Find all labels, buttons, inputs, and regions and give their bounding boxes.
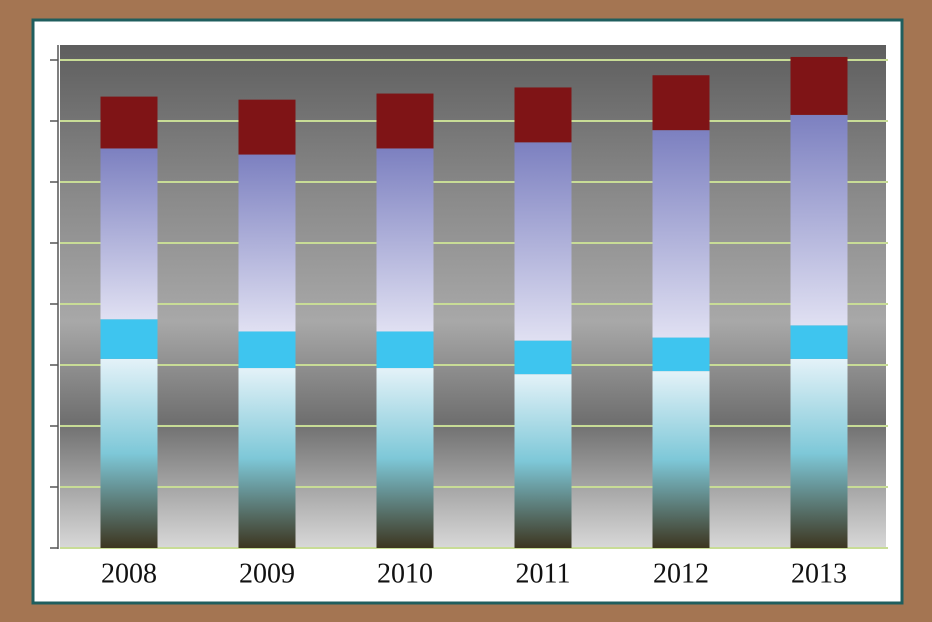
bar-segment xyxy=(514,340,572,375)
x-tick-label: 2013 xyxy=(791,558,847,589)
x-tick-label: 2012 xyxy=(653,558,709,589)
bar-segment xyxy=(238,99,296,155)
bar-segment xyxy=(652,75,710,131)
bar-segment xyxy=(514,374,572,548)
bar-segment xyxy=(652,130,710,338)
bar-segment xyxy=(100,148,158,320)
bar-segment xyxy=(376,148,434,332)
bar-segment xyxy=(376,331,434,369)
bar-segment xyxy=(376,93,434,149)
bar-segment xyxy=(238,154,296,332)
x-tick-label: 2011 xyxy=(516,558,571,589)
x-tick-label: 2010 xyxy=(377,558,433,589)
bar-segment xyxy=(790,325,848,359)
bar-segment xyxy=(514,87,572,143)
bar-segment xyxy=(376,368,434,548)
bar-segment xyxy=(100,319,158,359)
x-tick-label: 2009 xyxy=(239,558,295,589)
bar-segment xyxy=(238,368,296,548)
bar-segment xyxy=(100,358,158,548)
x-tick-label: 2008 xyxy=(101,558,157,589)
bar-segment xyxy=(790,114,848,326)
bar-segment xyxy=(652,337,710,372)
background-photo xyxy=(60,45,886,548)
bar-segment xyxy=(790,358,848,548)
bar-segment xyxy=(514,142,572,341)
bar-segment xyxy=(652,371,710,548)
bar-segment xyxy=(790,56,848,115)
bar-segment xyxy=(238,331,296,369)
bar-segment xyxy=(100,96,158,149)
